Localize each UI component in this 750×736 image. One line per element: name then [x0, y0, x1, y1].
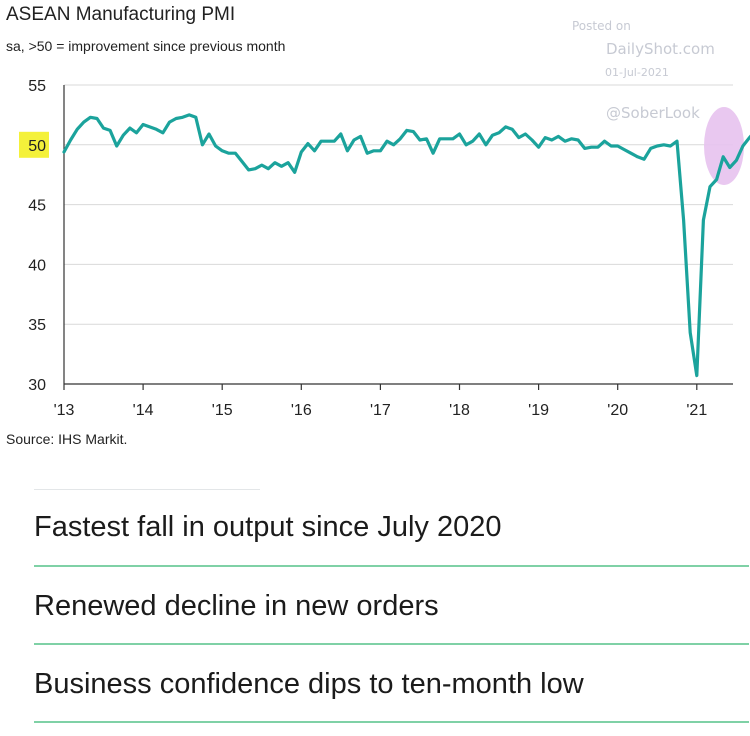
x-tick-label: '18	[449, 402, 470, 419]
axes	[63, 85, 733, 390]
headline-divider	[34, 643, 749, 645]
x-tick-label: '19	[528, 402, 549, 419]
series-layer	[62, 113, 750, 378]
y-tick-label: 50	[28, 138, 46, 155]
x-tick-label: '14	[133, 402, 154, 419]
source-note: Source: IHS Markit.	[6, 431, 128, 447]
headline-output: Fastest fall in output since July 2020	[34, 511, 502, 543]
y-tick-label: 35	[28, 317, 46, 334]
watermark-posted: Posted on	[572, 19, 631, 33]
chart-title: ASEAN Manufacturing PMI	[6, 4, 236, 25]
x-tick-label: '16	[291, 402, 312, 419]
x-tick-label: '17	[370, 402, 391, 419]
watermark-date: 01-Jul-2021	[605, 66, 669, 79]
pmi-series-line	[62, 113, 750, 378]
tick-highlight	[19, 131, 49, 158]
y-tick-label: 40	[28, 257, 46, 274]
chart-subtitle: sa, >50 = improvement since previous mon…	[6, 38, 286, 54]
y-tick-label: 45	[28, 198, 46, 215]
x-tick-label: '15	[212, 402, 233, 419]
divider	[34, 489, 260, 490]
y-tick-label: 30	[28, 377, 46, 394]
tick-labels: 55 50 45 40 35 30 '13 '14 '15 '16 '17 '18 '19 '20 '21	[28, 78, 707, 419]
watermark-site: DailyShot.com	[606, 40, 715, 58]
x-tick-label: '13	[54, 402, 75, 419]
pmi-line-chart: 55 50 45 40 35 30 '13 '14 '15 '16 '17 '18 '19 '20 '21	[19, 78, 750, 419]
watermark-handle: @SoberLook	[606, 104, 700, 122]
y-tick-label: 55	[28, 78, 46, 95]
headline-divider	[34, 721, 749, 723]
gridlines	[64, 84, 733, 325]
x-tick-label: '21	[686, 402, 707, 419]
x-tick-label: '20	[607, 402, 628, 419]
latest-value-highlight	[704, 107, 744, 185]
highlights	[19, 107, 744, 185]
headline-divider	[34, 565, 749, 567]
headline-confidence: Business confidence dips to ten-month lo…	[34, 668, 584, 700]
headline-new-orders: Renewed decline in new orders	[34, 590, 439, 622]
